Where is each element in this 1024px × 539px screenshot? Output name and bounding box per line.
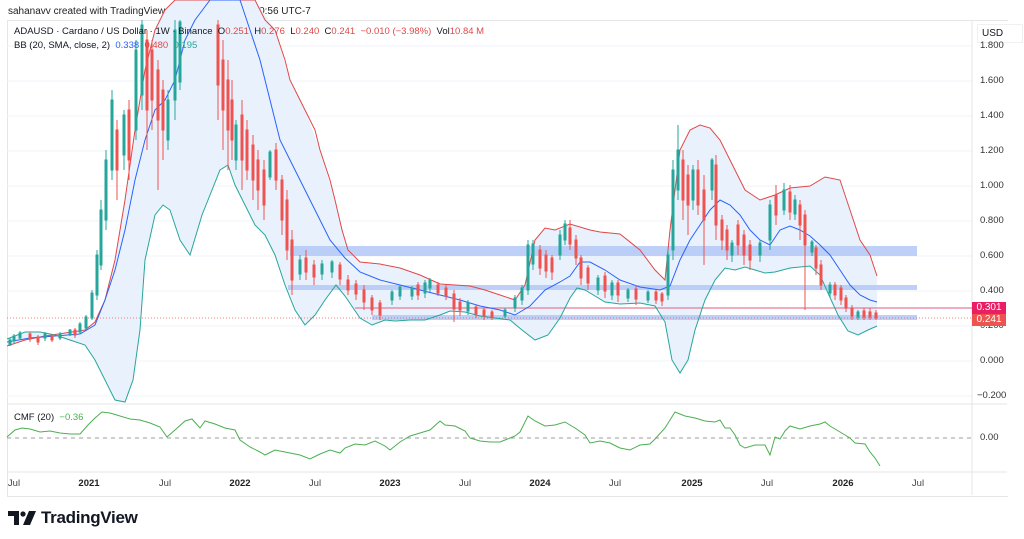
mid-zone[interactable]	[288, 285, 917, 290]
time-tick-year: 2022	[229, 478, 251, 489]
cmf-legend[interactable]: CMF (20) −0.36	[14, 412, 83, 423]
symbol-title[interactable]: ADAUSD · Cardano / US Dollar · 1W · Bina…	[14, 26, 213, 37]
price-tick: 1.200	[980, 145, 1004, 156]
time-tick: Jul	[7, 478, 21, 489]
candlesticks[interactable]	[8, 20, 878, 346]
price-tick: 0.800	[980, 215, 1004, 226]
price-tick: 1.600	[980, 75, 1004, 86]
time-tick: Jul	[158, 478, 172, 489]
currency-selector[interactable]: USD	[977, 24, 1023, 43]
support-zone[interactable]	[372, 315, 917, 320]
volume-value: 10.84 M	[449, 26, 485, 37]
cmf-value: −0.36	[59, 412, 84, 423]
bb-basis-line	[6, 0, 878, 343]
price-tick: 0.400	[980, 285, 1004, 296]
symbol-legend[interactable]: ADAUSD · Cardano / US Dollar · 1W · Bina…	[14, 26, 485, 37]
time-tick-year: 2023	[379, 478, 401, 489]
price-tick: −0.200	[977, 390, 1007, 401]
cmf-tick: 0.00	[980, 432, 999, 443]
price-tick: 1.000	[980, 180, 1004, 191]
time-tick-year: 2024	[529, 478, 551, 489]
time-tick: Jul	[458, 478, 472, 489]
price-tick: 0.600	[980, 250, 1004, 261]
open-value: 0.251	[225, 26, 249, 37]
time-tick: Jul	[760, 478, 774, 489]
bb-basis-value: 0.338	[115, 40, 140, 51]
tradingview-logo-text: TradingView	[41, 508, 138, 527]
close-value: 0.241	[331, 26, 356, 37]
bb-lower-value: 0.195	[173, 40, 198, 51]
tradingview-logo[interactable]: TradingView	[8, 508, 138, 528]
tradingview-logo-icon	[8, 511, 36, 525]
change-value: −0.010 (−3.98%)	[360, 26, 432, 37]
time-tick-year: 2021	[78, 478, 100, 489]
resistance-zone[interactable]	[290, 246, 917, 256]
bb-lower-line	[6, 164, 878, 403]
bb-upper-value: 0.480	[144, 40, 169, 51]
price-tick: 1.800	[980, 40, 1004, 51]
high-value: 0.276	[261, 26, 285, 37]
price-tick: 1.400	[980, 110, 1004, 121]
time-tick: Jul	[608, 478, 622, 489]
chart-caption: sahanavv created with TradingView.com, M…	[8, 6, 311, 17]
cmf-line	[6, 411, 881, 467]
time-tick-year: 2026	[832, 478, 854, 489]
price-tick: 0.000	[980, 355, 1004, 366]
chart-frame	[7, 20, 1008, 497]
low-value: 0.240	[295, 26, 320, 37]
time-tick: Jul	[308, 478, 322, 489]
cmf-label[interactable]: CMF (20)	[14, 412, 55, 423]
bb-upper-line	[6, 0, 878, 347]
price-tag-current: 0.241	[972, 314, 1006, 326]
price-tag-0301: 0.301	[972, 302, 1006, 314]
bb-label[interactable]: BB (20, SMA, close, 2)	[14, 40, 111, 51]
bb-legend[interactable]: BB (20, SMA, close, 2) 0.338 0.480 0.195	[14, 40, 197, 51]
time-tick-year: 2025	[681, 478, 703, 489]
time-tick: Jul	[911, 478, 925, 489]
